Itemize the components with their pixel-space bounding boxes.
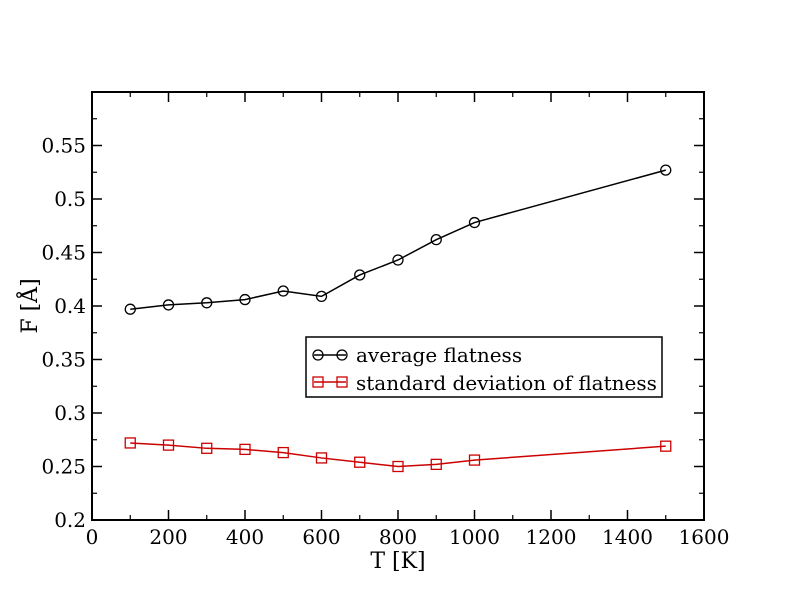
y-tick-label: 0.4 [54,294,86,318]
data-point-0 [315,290,328,303]
series-line-1 [130,442,666,468]
data-point-0 [392,254,404,266]
data-point-1 [201,442,213,454]
data-point-0 [660,164,672,176]
ticks: 0 200 400 600 800 1000 1200 1400 1600 0.2 0.25 0.3 0… [41,92,729,549]
data-point-1 [392,460,404,473]
x-tick-label: 800 [379,525,417,549]
x-tick-label: 400 [226,525,264,549]
plot-frame [91,91,705,521]
legend-marker-average [312,349,324,361]
data-point-1 [277,446,289,459]
data-point-1 [660,440,672,452]
data-point-0 [430,234,442,246]
x-tick-label: 600 [302,525,340,549]
x-tick-label: 1400 [602,525,653,549]
data-point-0 [239,293,251,306]
legend-marker-stddev [312,376,324,388]
data-point-1 [354,456,366,468]
data-point-1 [124,437,136,449]
legend-entry-average: average flatness [312,343,522,367]
y-tick-label: 0.2 [54,508,86,532]
data-point-0 [124,303,136,315]
legend-marker-stddev [336,376,348,388]
x-tick-label: 1200 [526,525,577,549]
data-point-1 [468,454,481,466]
data-point-1 [430,458,442,471]
legend: average flatness standard deviation of f… [305,336,663,398]
data-point-0 [201,297,213,309]
data-point-0 [468,216,481,229]
y-tick-label: 0.5 [54,187,86,211]
data-point-0 [354,269,366,281]
y-axis-label: F [Å] [15,278,43,333]
data-point-0 [162,299,175,311]
x-tick-label: 1000 [449,525,500,549]
data-point-1 [315,452,328,464]
x-tick-label: 1600 [679,525,730,549]
series-layer [124,164,672,473]
y-tick-label: 0.35 [41,348,86,372]
data-point-0 [277,285,289,297]
legend-entry-stddev: standard deviation of flatness [312,371,657,395]
legend-marker-average [336,349,348,361]
data-point-1 [239,443,251,456]
x-tick-label: 200 [149,525,187,549]
x-axis-label: T [K] [370,549,425,574]
y-tick-label: 0.45 [41,241,86,265]
y-tick-label: 0.55 [41,134,86,158]
y-tick-label: 0.3 [54,401,86,425]
series-line-0 [130,169,666,310]
legend-box [305,336,663,398]
data-point-1 [162,439,175,451]
legend-label-stddev: standard deviation of flatness [356,371,657,395]
legend-label-average: average flatness [356,343,522,367]
x-tick-label: 0 [86,525,99,549]
y-tick-label: 0.25 [41,455,86,479]
